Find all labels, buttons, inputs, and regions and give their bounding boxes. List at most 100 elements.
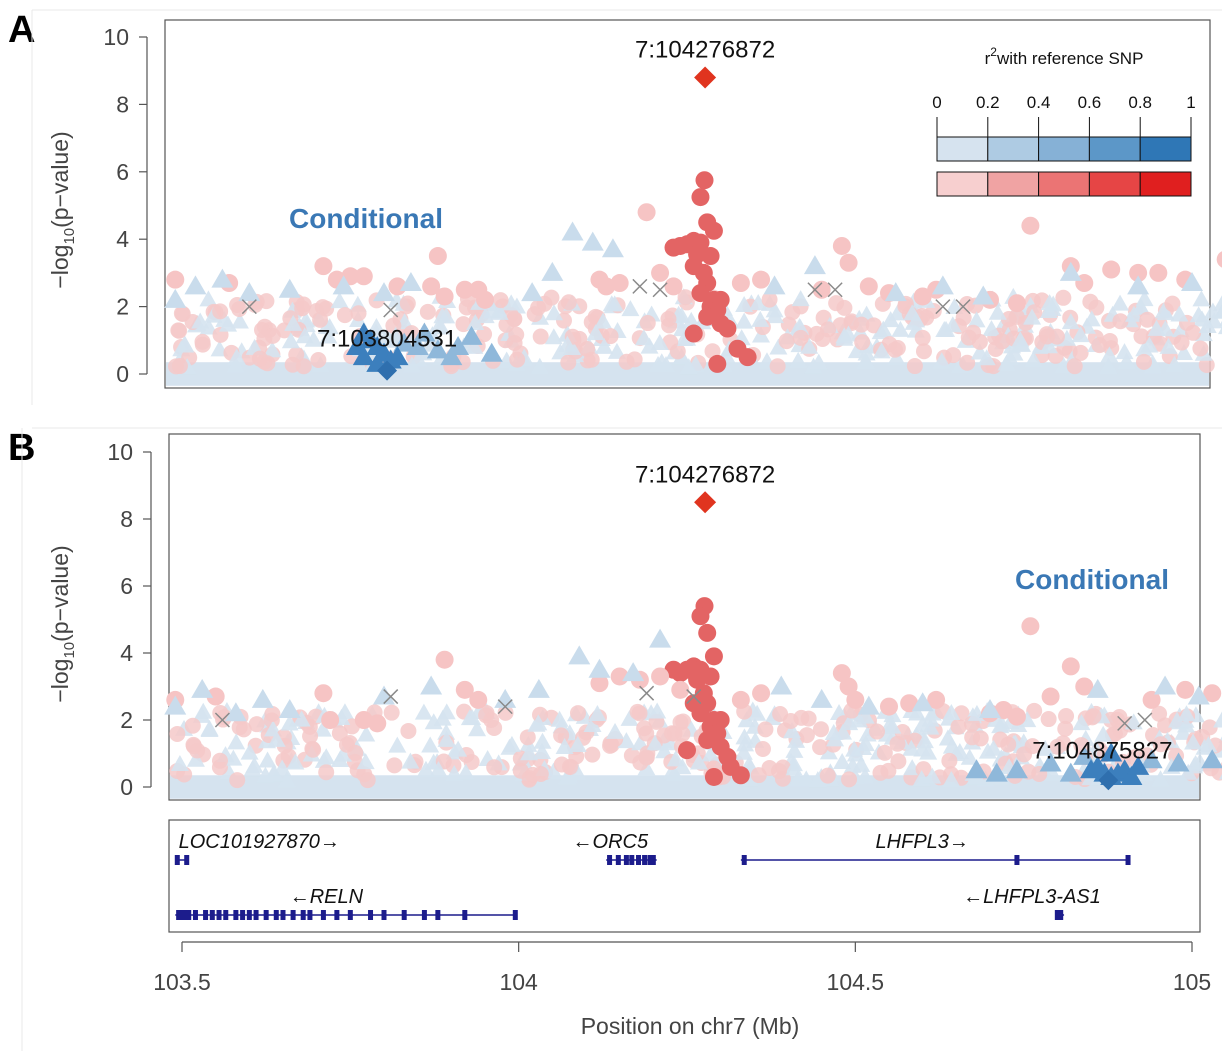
snp-circle-pink [671,680,690,699]
snp-circle-pink [314,684,333,703]
snp-circle-pink [731,690,750,709]
background-snp-circle [1058,708,1075,725]
y-tick-label: 4 [120,640,133,666]
background-snp-triangle [883,717,902,734]
background-snp-circle [660,310,677,327]
background-snp-triangle [356,753,375,770]
snp-triangle-lightblue [763,275,786,295]
background-snp-circle [945,347,962,364]
background-snp-circle [476,326,493,343]
background-snp-circle [1016,746,1033,763]
background-snp-circle [1173,334,1190,351]
gene-exon [435,910,441,920]
background-snp-circle [212,303,229,320]
background-snp-circle [754,740,771,757]
snp-circle-red [691,188,710,207]
snp-circle-red [718,319,737,338]
background-snp-triangle [919,743,938,760]
background-snp-triangle [617,732,636,749]
gene-exon [174,855,180,865]
background-snp-triangle [1111,294,1130,311]
x-axis-title: Position on chr7 (Mb) [581,1013,800,1039]
snp-circle-pink [354,711,373,729]
panel-a-y-axis: 0 2 4 6 8 10 [103,24,148,387]
snp-circle-pink [1075,677,1094,696]
background-snp-circle [386,757,403,774]
y-tick-label: 2 [120,707,133,733]
r2-legend: r2with reference SNP 0 0.2 0.4 0.6 0.8 1 [932,45,1196,197]
background-snp-triangle [1115,343,1134,360]
snp-circle-red [691,607,710,626]
background-snp-circle [584,746,601,763]
snp-triangle-darkblue [352,346,375,366]
background-snp-circle [1057,720,1074,737]
snp-triangle-midblue [1073,745,1096,765]
background-snp-circle [399,295,416,312]
background-snp-triangle [317,317,336,334]
background-snp-circle [876,744,893,761]
background-snp-triangle [520,744,539,761]
background-snp-circle [419,303,436,320]
background-snp-triangle [675,330,694,347]
background-snp-triangle [937,320,956,337]
background-snp-circle [347,744,364,761]
background-snp-circle [880,762,897,779]
background-snp-triangle [313,720,332,737]
snp-triangle-midblue [1140,749,1163,769]
snp-triangle-lightblue [164,695,187,715]
background-snp-triangle [769,338,788,355]
background-snp-circle [512,762,529,779]
background-snp-circle [971,333,988,350]
background-snp-circle [950,718,967,735]
background-snp-circle [532,328,549,345]
background-snp-circle [1008,308,1025,325]
background-snp-circle [1112,313,1129,330]
gene-exon [253,910,259,920]
snp-circle-pink [859,277,878,296]
gene-exon [615,855,621,865]
background-snp-circle [560,354,577,371]
background-snp-triangle [1195,738,1214,755]
background-snp-triangle [1043,764,1062,781]
background-snp-triangle [835,329,854,346]
snp-triangle-midblue [1005,759,1028,779]
snp-triangle-darkblue [1080,759,1102,779]
background-snp-triangle [583,715,602,732]
background-snp-triangle [568,736,587,753]
background-snp-triangle [872,342,891,359]
snp-circle-red [738,348,757,367]
background-snp-triangle [414,703,433,720]
background-snp-circle [310,352,327,369]
background-snp-triangle [533,732,552,749]
snp-circle-pink [832,664,851,683]
snp-circle-pink [590,674,609,693]
background-snp-triangle [735,728,754,745]
background-snp-triangle [281,332,300,349]
legend-blue-swatch [1139,136,1192,162]
background-snp-triangle [950,743,969,760]
background-snp-triangle [558,335,577,352]
background-snp-triangle [568,763,587,780]
gene-label: ←LHFPL3-AS1 [963,886,1101,908]
snp-circle-pink [166,270,185,289]
snp-triangle-lightblue [601,238,624,258]
background-snp-triangle [735,312,754,329]
background-snp-triangle [1094,725,1113,742]
background-snp-circle [526,306,543,323]
background-snp-triangle [1072,714,1091,731]
background-snp-circle [248,716,265,733]
background-snp-triangle [1140,336,1159,353]
background-snp-triangle [1099,357,1118,374]
background-snp-triangle [856,707,875,724]
snp-circle-pink [1061,657,1080,676]
background-snp-circle [778,333,795,350]
legend-tick-label: 1 [1186,93,1195,112]
snp-circle-pink [321,711,340,729]
gene-exon [209,910,215,920]
panel-b-y-axis-title: −log10(p−value) [47,545,78,702]
background-snp-circle [865,317,882,334]
background-snp-circle [561,758,578,775]
snp-triangle-lightblue [399,272,422,292]
snp-triangle-midblue [1201,749,1222,769]
legend-tick-label: 0.6 [1078,93,1102,112]
